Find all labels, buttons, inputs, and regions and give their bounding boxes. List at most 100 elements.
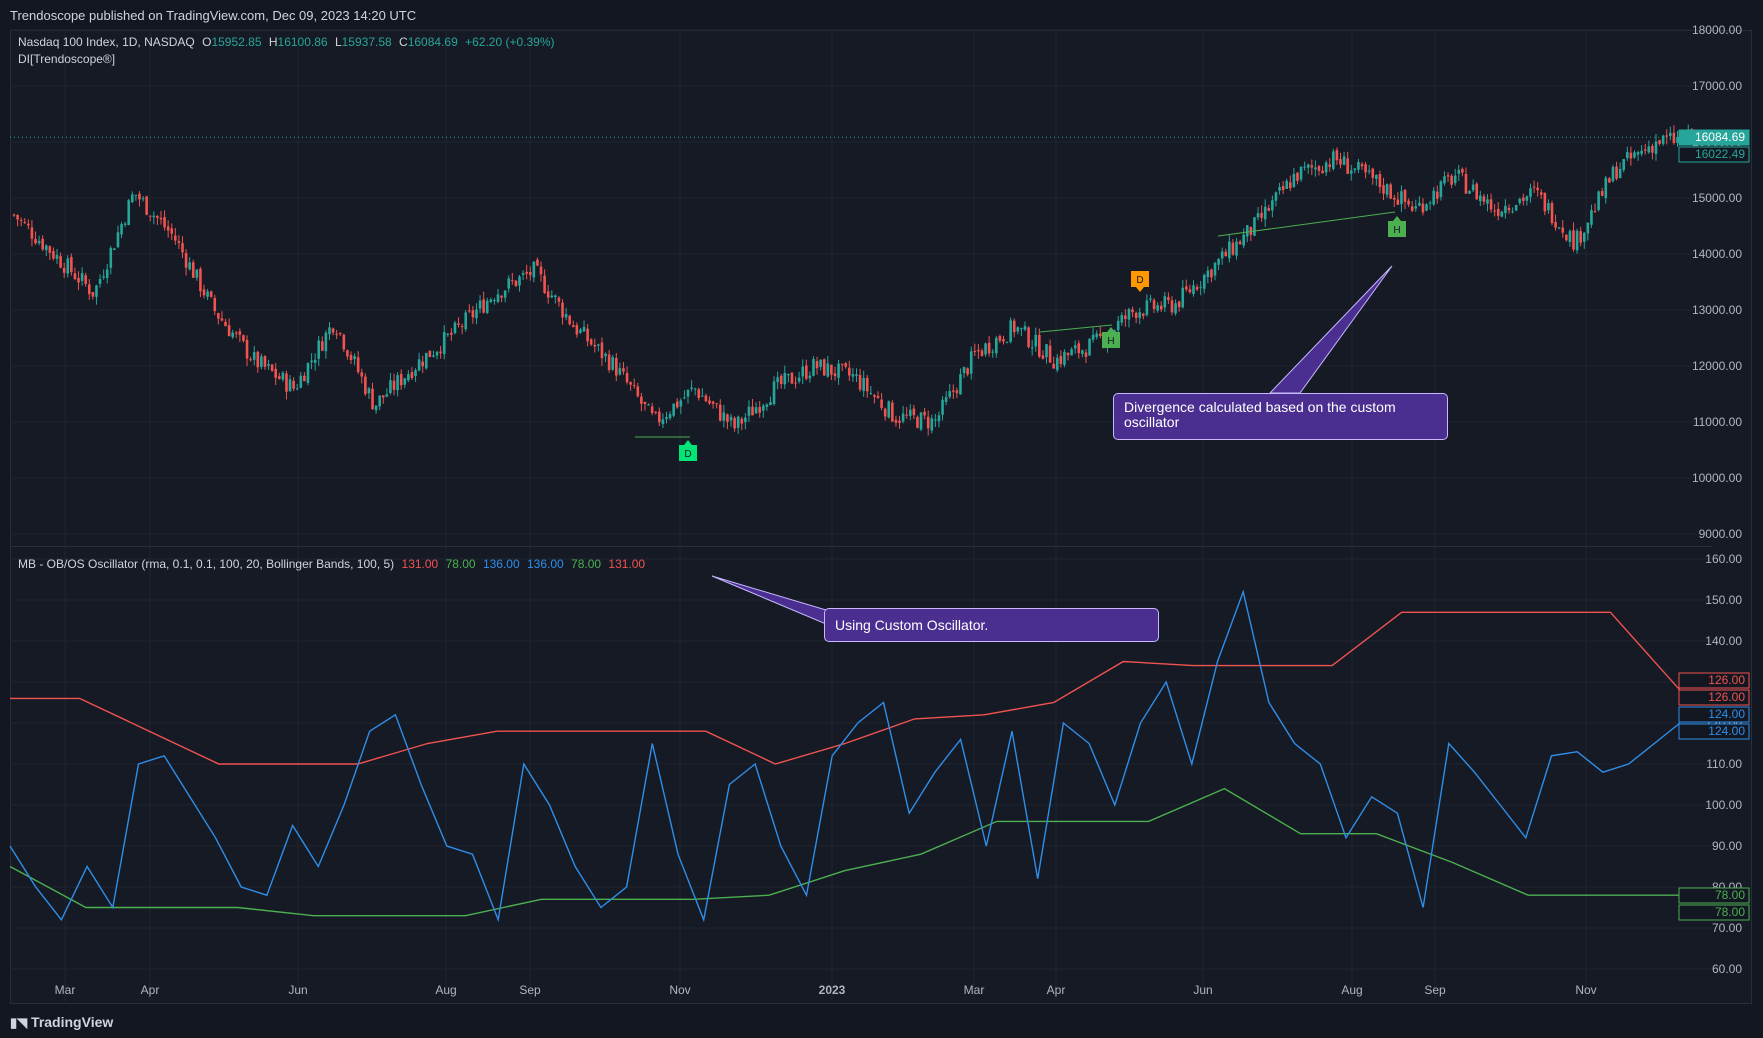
candle-body [374, 405, 378, 411]
candle-body [1382, 185, 1385, 194]
candle-body [586, 328, 589, 342]
oscillator-callout[interactable]: Using Custom Oscillator. [824, 608, 1159, 642]
candle-body [597, 344, 600, 346]
candle-body [905, 414, 908, 416]
candle-body [1525, 196, 1529, 201]
candle-body [1586, 222, 1590, 234]
candle-body [432, 355, 435, 357]
candle-body [1202, 274, 1206, 289]
candle-body [378, 395, 381, 407]
candle-body [908, 409, 912, 416]
candle-body [643, 401, 647, 405]
oscillator-pane [9, 589, 1681, 923]
candle-body [410, 372, 414, 379]
time-axis-label: Jun [1193, 983, 1212, 997]
candle-body [188, 262, 191, 270]
candle-body [1511, 211, 1514, 213]
candle-body [1263, 206, 1267, 220]
candle-body [1245, 225, 1249, 237]
candle-body [1443, 176, 1446, 184]
candle-body [916, 416, 919, 428]
candle-body [1002, 339, 1005, 342]
published-text: Trendoscope published on TradingView.com… [10, 8, 417, 23]
candle-body [865, 377, 869, 392]
candle-body [571, 325, 575, 328]
candle-body [826, 363, 830, 377]
pane-divider[interactable] [10, 546, 1712, 547]
candle-body [969, 351, 973, 374]
indicator-name[interactable]: DI[Trendoscope®] [18, 52, 116, 66]
candle-body [450, 332, 453, 335]
candle-body [1299, 166, 1303, 180]
candle-body [833, 373, 837, 377]
candle-body [1593, 211, 1597, 213]
price-axis-label: 18000.00 [1692, 23, 1742, 37]
candle-body [951, 390, 955, 392]
candle-body [650, 406, 654, 413]
candle-body [381, 395, 385, 398]
candle-body [518, 276, 521, 286]
candle-body [1328, 164, 1332, 167]
candle-body [1020, 328, 1023, 330]
candle-body [532, 261, 536, 278]
osc-value-tag: 124.00 [1678, 706, 1750, 723]
candle-body [1661, 135, 1665, 144]
oscillator-name[interactable]: MB - OB/OS Oscillator (rma, 0.1, 0.1, 10… [18, 557, 395, 571]
candle-body [1081, 350, 1084, 354]
price-axis-label: 17000.00 [1692, 79, 1742, 93]
candle-body [1339, 159, 1342, 165]
oscillator-legend[interactable]: MB - OB/OS Oscillator (rma, 0.1, 0.1, 10… [18, 557, 649, 571]
candle-body [285, 373, 288, 392]
candle-body [1005, 341, 1009, 343]
candle-body [1539, 192, 1543, 195]
candle-body [977, 349, 980, 352]
lower-band-line [9, 787, 1680, 917]
divergence-callout[interactable]: Divergence calculated based on the custo… [1113, 393, 1448, 440]
osc-value-tag-bg [1678, 672, 1750, 689]
low-value: 15937.58 [341, 35, 392, 49]
low-label: L [334, 35, 342, 49]
candle-body [1138, 312, 1142, 318]
candle-body [894, 419, 898, 423]
candle-body [98, 279, 102, 284]
candle-body [77, 277, 80, 283]
candle-body [622, 368, 625, 372]
candle-body [1572, 230, 1575, 250]
indicator-legend[interactable]: DI[Trendoscope®] [18, 52, 119, 66]
candle-body [145, 196, 148, 215]
candle-body [715, 403, 718, 405]
candle-body [1654, 141, 1658, 154]
candle-body [1665, 135, 1669, 137]
candle-body [364, 376, 367, 395]
osc-value-tag-bg [1678, 887, 1750, 904]
candle-body [496, 294, 500, 302]
candle-body [1120, 315, 1124, 323]
tradingview-logo[interactable]: ▮◥ TradingView [10, 1014, 113, 1031]
candle-body [1195, 286, 1199, 290]
tradingview-icon: ▮◥ [10, 1015, 28, 1030]
candle-body [543, 275, 546, 293]
overlay-markers: D D H H [10, 136, 1680, 625]
candle-body [209, 291, 213, 297]
candle-body [1303, 166, 1306, 168]
candle-body [711, 401, 715, 404]
candle-body [1611, 166, 1615, 182]
divergence-marker-d2: D [1131, 271, 1149, 292]
candle-body [446, 333, 450, 335]
chart-frame[interactable] [10, 30, 1752, 1004]
candle-body [1134, 312, 1138, 318]
open-value: 15952.85 [211, 35, 262, 49]
candle-body [1167, 297, 1170, 300]
candle-body [174, 235, 177, 241]
candle-body [1389, 184, 1392, 199]
candle-body [611, 357, 615, 370]
osc-value-2: 78.00 [445, 557, 476, 571]
osc-value-6: 131.00 [608, 557, 646, 571]
candle-body [1349, 170, 1353, 174]
candle-body [1518, 198, 1522, 204]
last-price-tag: 16084.69 [1678, 129, 1750, 146]
candle-body [249, 359, 252, 361]
candle-body [1163, 296, 1167, 308]
candle-body [464, 312, 468, 330]
